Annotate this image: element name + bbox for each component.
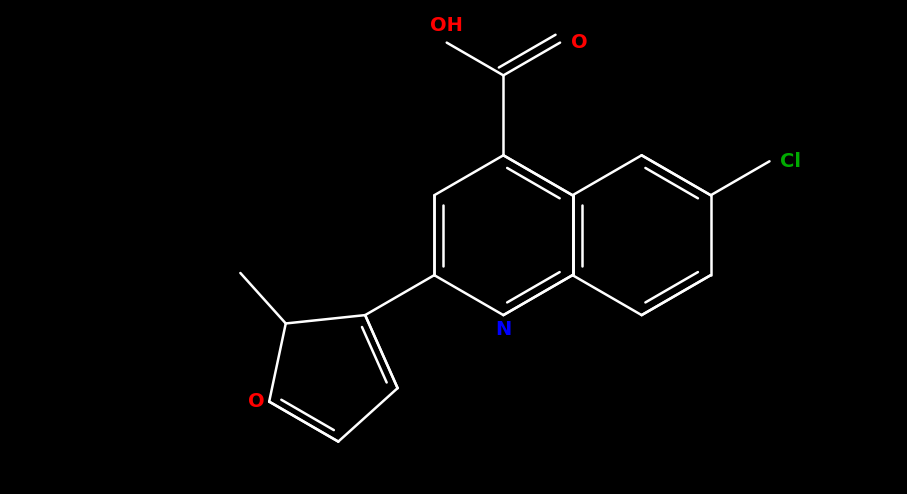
Text: N: N bbox=[495, 320, 512, 339]
Text: O: O bbox=[571, 33, 588, 52]
Text: OH: OH bbox=[430, 16, 463, 36]
Text: Cl: Cl bbox=[780, 152, 802, 171]
Text: O: O bbox=[248, 392, 265, 411]
